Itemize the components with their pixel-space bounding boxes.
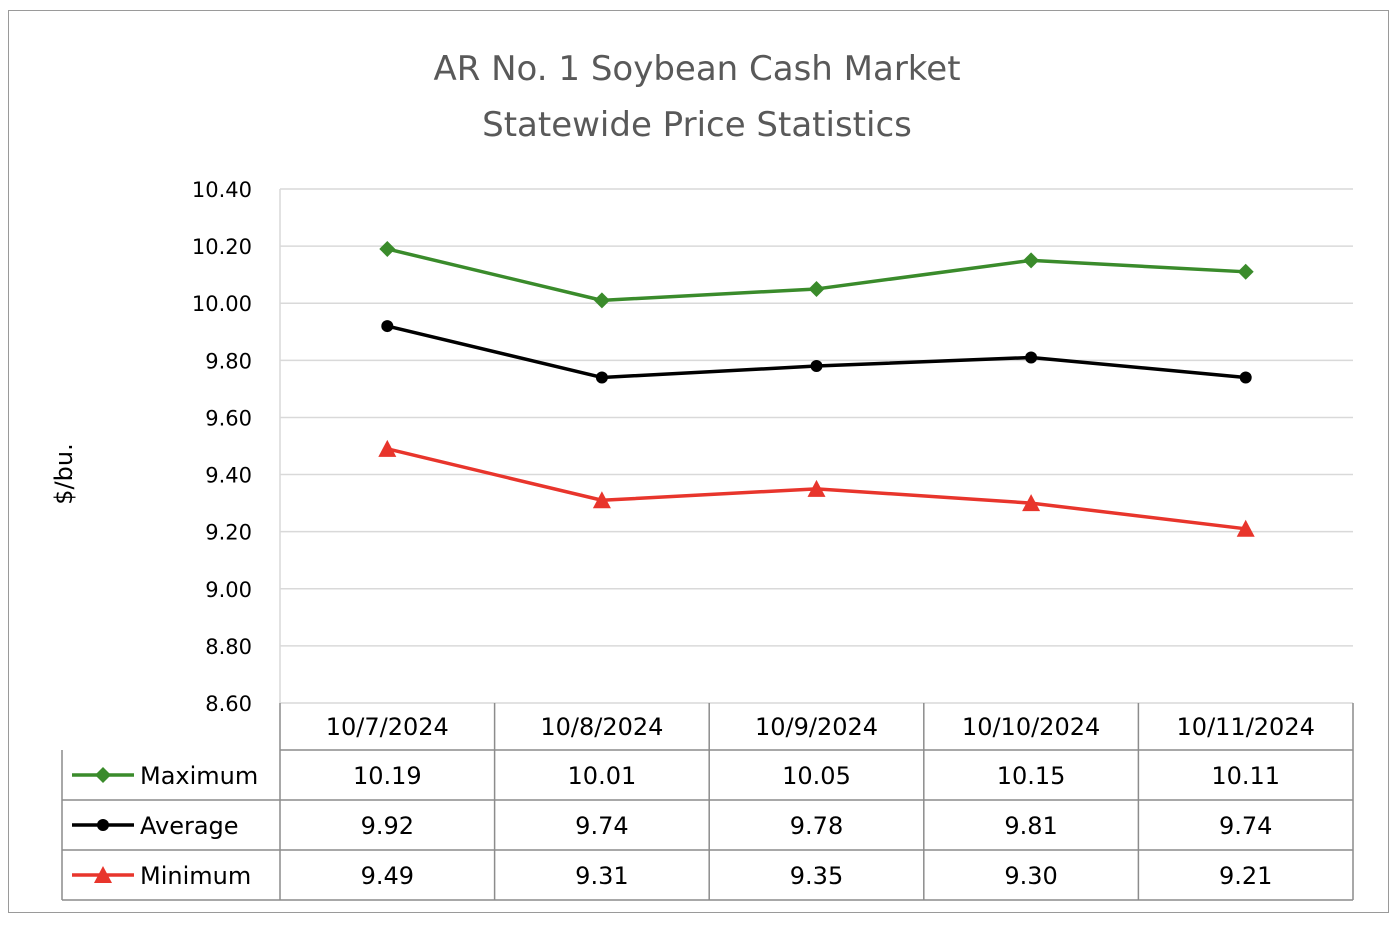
minimum-legend-marker [94,866,112,883]
minimum-data-point [1236,519,1255,537]
average-table-value: 9.81 [1004,812,1057,840]
minimum-data-point [378,439,397,457]
x-category-label: 10/8/2024 [540,713,663,741]
minimum-legend-label: Minimum [140,862,251,890]
minimum-data-point [592,491,611,509]
maximum-table-value: 10.15 [997,762,1066,790]
average-legend-marker [97,819,109,831]
y-tick-label: 8.60 [205,692,252,716]
minimum-table-value: 9.49 [361,862,414,890]
maximum-table-value: 10.19 [353,762,422,790]
y-axis-ticks: 10.40 10.20 10.00 9.80 9.60 9.40 9.20 9.00 8.80 8… [192,178,252,716]
average-data-point [1025,351,1038,364]
y-tick-label: 9.40 [205,464,252,488]
minimum-data-point [807,479,826,497]
minimum-table-value: 9.21 [1219,862,1272,890]
minimum-table-value: 9.30 [1004,862,1057,890]
minimum-table-value: 9.31 [575,862,628,890]
maximum-data-point [1023,252,1040,269]
y-tick-label: 8.80 [205,635,252,659]
average-table-value: 9.92 [361,812,414,840]
average-data-point [595,371,608,384]
average-legend-label: Average [140,812,239,840]
maximum-legend-marker [95,767,111,783]
maximum-legend-label: Maximum [140,762,258,790]
maximum-table-value: 10.11 [1211,762,1280,790]
gridlines [279,188,1353,704]
maximum-table-value: 10.05 [782,762,851,790]
maximum-data-point [593,292,610,309]
y-tick-label: 10.40 [192,178,252,202]
chart-title-line-1: AR No. 1 Soybean Cash Market [433,49,960,89]
y-tick-label: 9.80 [205,349,252,373]
y-tick-label: 10.00 [192,292,252,316]
y-tick-label: 9.20 [205,521,252,545]
average-data-point [810,360,823,373]
maximum-table-value: 10.01 [568,762,637,790]
chart-title-line-2: Statewide Price Statistics [482,105,912,145]
y-tick-label: 9.60 [205,406,252,430]
y-tick-label: 10.20 [192,235,252,259]
average-data-point [381,320,394,333]
x-category-label: 10/10/2024 [962,713,1100,741]
y-axis-label: $/bu. [50,443,78,504]
average-data-point [1239,371,1252,384]
chart-frame [8,10,1389,913]
x-category-label: 10/9/2024 [755,713,878,741]
x-category-label: 10/11/2024 [1177,713,1315,741]
x-category-label: 10/7/2024 [326,713,449,741]
maximum-data-point [379,240,396,257]
series-lines [378,240,1255,537]
average-table-value: 9.74 [1219,812,1272,840]
y-tick-label: 9.00 [205,578,252,602]
average-table-value: 9.74 [575,812,628,840]
minimum-table-value: 9.35 [790,862,843,890]
maximum-data-point [1237,263,1254,280]
minimum-data-point [1022,494,1041,512]
average-table-value: 9.78 [790,812,843,840]
maximum-data-point [808,280,825,297]
data-table: 10/7/2024 10/8/2024 10/9/2024 10/10/2024 10/… [61,703,1354,901]
